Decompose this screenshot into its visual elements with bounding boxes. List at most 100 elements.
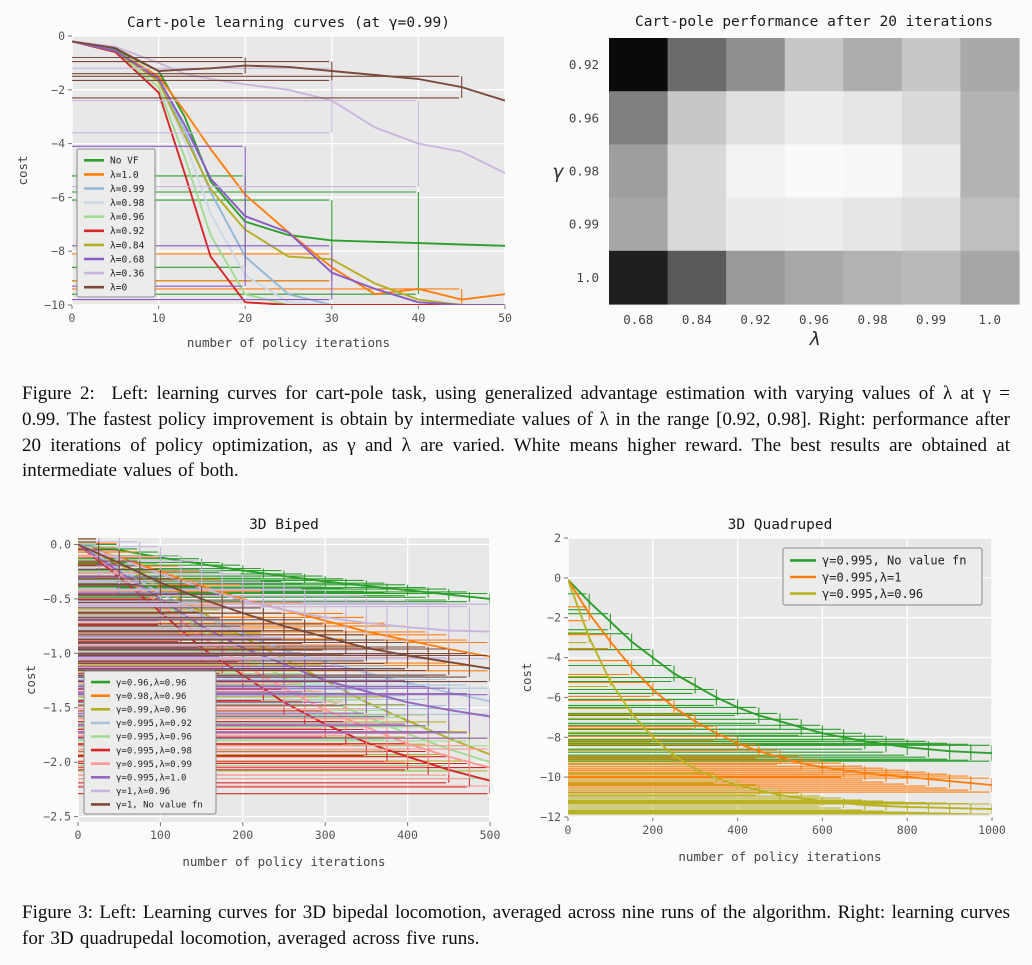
- heatmap-cell: [609, 91, 669, 145]
- biped-learning-curves-chart: 0 100 200 300 400 500 0.0 −0.5 −1.0 −1.5 −2.0 −2.5 3…: [22, 514, 502, 874]
- row-label: 0.98: [569, 164, 599, 179]
- series-line: [78, 543, 490, 670]
- figure3-caption: Figure 3: Left: Learning curves for 3D b…: [22, 902, 1010, 950]
- legend-label: γ=0.995,λ=1.0: [116, 774, 186, 784]
- heatmap-cell: [784, 144, 844, 199]
- x-tick-label: 800: [897, 823, 918, 837]
- x-axis-label: number of policy iterations: [182, 854, 385, 869]
- heatmap-cell: [667, 197, 727, 252]
- heatmap-cell: [726, 197, 786, 252]
- figure2-caption: Figure 2: Left: learning curves for cart…: [22, 383, 1010, 482]
- chart-svg: 0 100 200 300 400 500 0.0 −0.5 −1.0 −1.5 −2.0 −2.5 3…: [23, 517, 500, 869]
- quadruped-learning-curves-chart: 0 200 400 600 800 1000 2 0 −2 −4 −6 −8 −10 −12 3D Quad…: [518, 514, 1008, 869]
- y-tick-label: −6: [51, 190, 65, 204]
- y-tick-label: 0: [58, 29, 65, 43]
- legend-label: λ=0.36: [110, 269, 145, 280]
- x-tick-label: 200: [232, 828, 253, 842]
- legend-label: γ=0.99,λ=0.96: [116, 706, 186, 716]
- x-tick-label: 40: [411, 311, 425, 325]
- y-tick-label: −4: [51, 137, 65, 151]
- legend-label: λ=0: [110, 283, 127, 294]
- col-label: 1.0: [978, 312, 1001, 327]
- col-label: 0.84: [682, 312, 712, 327]
- legend-label: γ=0.995,λ=0.96: [116, 733, 192, 743]
- series-line: [78, 543, 490, 601]
- col-label: 0.96: [799, 312, 829, 327]
- heatmap-cell: [667, 250, 727, 305]
- col-label: 0.99: [916, 312, 946, 327]
- y-tick-label: −10: [44, 298, 65, 312]
- legend: No VF λ=1.0 λ=0.99 λ=0.98 λ=0.96 λ=0.92 λ=0.84…: [76, 148, 156, 298]
- chart-title: Cart-pole learning curves (at γ=0.99): [127, 15, 450, 31]
- x-tick-label: 200: [642, 823, 663, 837]
- x-tick-label: 100: [150, 828, 171, 842]
- y-tick-label: −2.5: [43, 810, 71, 824]
- series-group: [568, 579, 992, 815]
- y-tick-label: −10: [540, 770, 561, 784]
- x-tick-label: 30: [325, 311, 339, 325]
- chart-svg: 0 10 20 30 40 50 0 −2 −4 −6 −8 −10 Cart-pole learnin…: [15, 15, 512, 350]
- legend-label: λ=1.0: [110, 170, 139, 181]
- x-axis-label: λ: [808, 328, 819, 350]
- heatmap-cell: [960, 250, 1020, 305]
- legend-label: γ=0.995,λ=1: [822, 571, 901, 585]
- y-tick-label: −6: [547, 691, 561, 705]
- series-group: [72, 40, 505, 102]
- heatmap-cell: [784, 197, 844, 252]
- series-line: [78, 543, 490, 633]
- x-tick-label: 10: [152, 311, 166, 325]
- series-line: [72, 40, 505, 175]
- heatmap-cell: [667, 91, 727, 145]
- col-label: 0.92: [740, 312, 770, 327]
- cartpole-learning-curves-chart: 0 10 20 30 40 50 0 −2 −4 −6 −8 −10 Cart-pole learnin…: [14, 10, 519, 355]
- heatmap-cell: [960, 91, 1020, 145]
- col-label: 0.68: [623, 312, 653, 327]
- legend-label: γ=0.995,λ=0.99: [116, 760, 192, 770]
- x-tick-label: 600: [812, 823, 833, 837]
- legend-label: γ=0.995, No value fn: [822, 554, 967, 568]
- series-line: [568, 579, 992, 787]
- legend-label: γ=0.96,λ=0.96: [116, 679, 186, 689]
- legend-label: γ=0.995,λ=0.96: [822, 587, 923, 601]
- y-tick-label: 0.0: [50, 538, 71, 552]
- chart-title: 3D Biped: [249, 517, 319, 533]
- y-tick-label: −0.5: [43, 592, 71, 606]
- heatmap-cell: [726, 250, 786, 305]
- heatmap-cell: [901, 197, 962, 252]
- x-axis-label: number of policy iterations: [678, 849, 881, 864]
- legend: γ=0.995, No value fn γ=0.995,λ=1 γ=0.995,λ…: [782, 547, 983, 606]
- y-tick-label: 2: [554, 531, 561, 545]
- heatmap-cell: [901, 91, 962, 145]
- x-tick-label: 0: [565, 823, 572, 837]
- y-tick-label: −1.0: [43, 647, 71, 661]
- heatmap-cell: [667, 38, 727, 92]
- x-tick-label: 400: [397, 828, 418, 842]
- x-tick-label: 1000: [978, 823, 1006, 837]
- heatmap-cell: [960, 38, 1020, 92]
- heatmap-cell: [726, 38, 786, 92]
- cartpole-performance-heatmap: Cart-pole performance after 20 iteration…: [537, 10, 1027, 350]
- y-axis-label: γ: [553, 161, 565, 183]
- series-line: [568, 579, 992, 755]
- series-line: [568, 579, 992, 811]
- x-tick-label: 400: [727, 823, 748, 837]
- chart-title: 3D Quadruped: [728, 517, 833, 533]
- legend-label: γ=0.995,λ=0.98: [116, 747, 192, 757]
- y-tick-label: −12: [540, 810, 561, 824]
- legend-label: γ=1, No value fn: [116, 801, 203, 811]
- series-group: [72, 40, 505, 305]
- legend: γ=0.96,λ=0.96 γ=0.98,λ=0.96 γ=0.99,λ=0.96 γ…: [83, 670, 217, 815]
- legend-label: No VF: [110, 156, 139, 167]
- heatmap-cell: [901, 38, 962, 92]
- series-line: [72, 40, 505, 301]
- heatmap-cell: [726, 144, 786, 199]
- col-label: 0.98: [858, 312, 888, 327]
- series-line: [72, 40, 505, 305]
- row-label: 0.99: [569, 217, 599, 232]
- series-line: [72, 40, 505, 305]
- chart-svg: 0 200 400 600 800 1000 2 0 −2 −4 −6 −8 −10 −12 3D Quad…: [519, 517, 1006, 864]
- y-tick-label: −8: [51, 244, 65, 258]
- y-tick-label: −2: [51, 83, 65, 97]
- figure2-panels: 0 10 20 30 40 50 0 −2 −4 −6 −8 −10 Cart-pole learnin…: [14, 10, 1032, 355]
